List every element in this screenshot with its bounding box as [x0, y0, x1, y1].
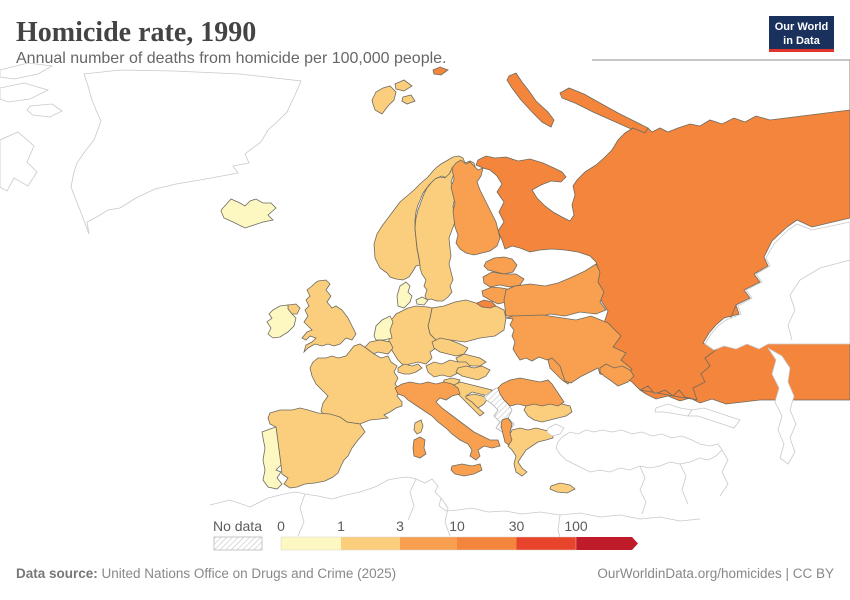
svg-text:10: 10: [449, 518, 465, 534]
svg-text:3: 3: [396, 518, 404, 534]
svg-text:1: 1: [337, 518, 345, 534]
svg-text:No data: No data: [213, 518, 262, 534]
svg-text:30: 30: [509, 518, 525, 534]
svg-text:0: 0: [277, 518, 285, 534]
svg-text:100: 100: [564, 518, 588, 534]
